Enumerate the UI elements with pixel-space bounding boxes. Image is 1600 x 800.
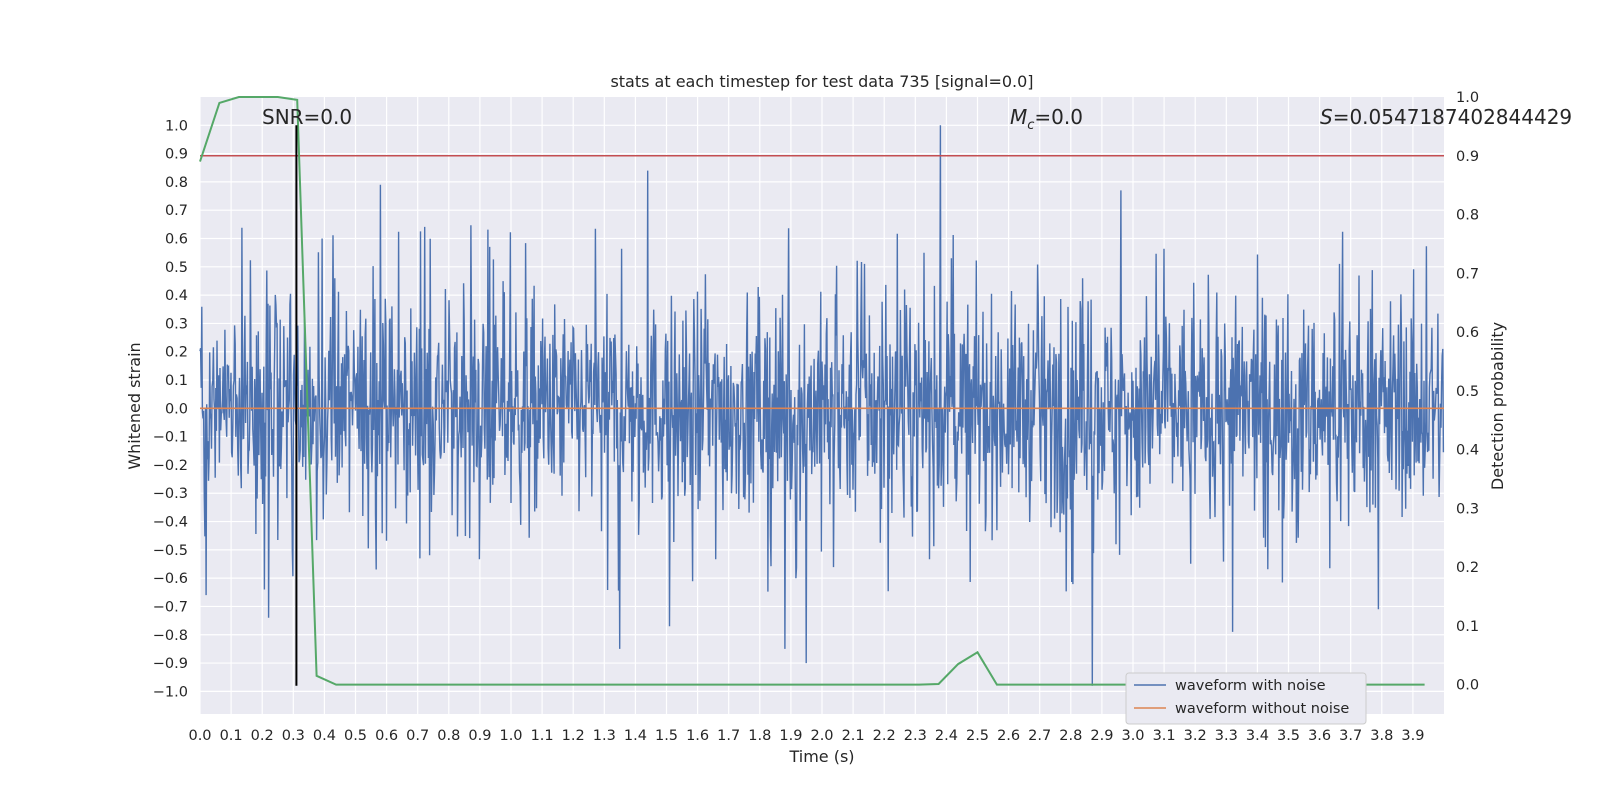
y-tick-label: −0.5	[153, 543, 188, 559]
y2-tick-label: 0.6	[1456, 325, 1479, 341]
y-tick-label: −0.7	[153, 599, 188, 615]
snr-annotation: SNR=0.0	[262, 105, 352, 129]
series-detection-probability	[199, 96, 1425, 686]
legend: waveform with noise waveform without noi…	[1125, 672, 1367, 725]
x-tick-label: 1.8	[748, 728, 771, 744]
y-tick-label: 0.3	[165, 316, 188, 332]
x-tick-label: 2.7	[1028, 728, 1051, 744]
ticks: 0.0 0.1 0.2 0.3 0.4 0.5 0.6 0.7 0.8 0.9 1.0 1.1 1.2 1…	[153, 90, 1479, 744]
series-layer	[199, 96, 1445, 686]
chart-title: stats at each timestep for test data 735…	[610, 72, 1033, 91]
y2-tick-label: 0.1	[1456, 619, 1479, 635]
x-tick-label: 1.4	[624, 728, 647, 744]
x-tick-label: 3.6	[1308, 728, 1331, 744]
x-tick-label: 1.3	[593, 728, 616, 744]
y-tick-label: 0.5	[165, 260, 188, 276]
y-tick-label: 0.4	[165, 288, 188, 304]
y2-axis-label: Detection probability	[1488, 322, 1507, 490]
y-tick-label: −0.9	[153, 656, 188, 672]
x-tick-label: 1.0	[499, 728, 522, 744]
y-tick-label: 0.7	[165, 203, 188, 219]
x-tick-label: 2.9	[1090, 728, 1113, 744]
x-tick-label: 3.8	[1370, 728, 1393, 744]
y-tick-label: −0.6	[153, 571, 188, 587]
y2-tick-label: 0.3	[1456, 501, 1479, 517]
legend-box	[1125, 672, 1367, 725]
x-tick-label: 3.5	[1277, 728, 1300, 744]
y-tick-label: −1.0	[153, 684, 188, 700]
mc-symbol: M	[1010, 105, 1027, 129]
y2-tick-label: 0.4	[1456, 443, 1479, 459]
x-tick-label: 0.5	[344, 728, 367, 744]
x-tick-label: 1.1	[531, 728, 554, 744]
mc-annotation: Mc=0.0	[1010, 105, 1083, 133]
x-tick-label: 1.7	[717, 728, 740, 744]
x-tick-label: 0.9	[468, 728, 491, 744]
x-axis-label: Time (s)	[788, 747, 854, 766]
y2-tick-label: 0.5	[1456, 384, 1479, 400]
x-tick-label: 2.1	[842, 728, 865, 744]
s-symbol: S	[1320, 105, 1333, 129]
y-tick-label: 1.0	[165, 118, 188, 134]
x-tick-label: 3.3	[1215, 728, 1238, 744]
y2-tick-label: 1.0	[1456, 90, 1479, 106]
y-tick-label: 0.1	[165, 373, 188, 389]
y2-tick-label: 0.7	[1456, 266, 1479, 282]
grid	[199, 97, 1444, 714]
y2-tick-label: 0.0	[1456, 678, 1479, 694]
x-tick-label: 3.9	[1401, 728, 1424, 744]
x-tick-label: 3.7	[1339, 728, 1362, 744]
y-tick-label: 0.8	[165, 175, 188, 191]
x-tick-label: 0.2	[251, 728, 274, 744]
y-tick-label: 0.9	[165, 147, 188, 163]
legend-label-noise: waveform with noise	[1175, 678, 1326, 694]
x-tick-label: 2.8	[1059, 728, 1082, 744]
x-tick-label: 3.2	[1184, 728, 1207, 744]
s-annotation: S=0.0547187402844429	[1320, 105, 1572, 129]
y2-tick-label: 0.2	[1456, 560, 1479, 576]
y2-tick-label: 0.8	[1456, 208, 1479, 224]
mc-value: =0.0	[1034, 105, 1083, 129]
x-tick-label: 3.4	[1246, 728, 1269, 744]
x-tick-label: 1.9	[779, 728, 802, 744]
x-tick-label: 0.1	[220, 728, 243, 744]
x-tick-label: 0.7	[406, 728, 429, 744]
x-tick-label: 2.6	[997, 728, 1020, 744]
x-tick-label: 1.6	[686, 728, 709, 744]
s-value: =0.0547187402844429	[1333, 105, 1572, 129]
x-tick-label: 0.0	[188, 728, 211, 744]
x-tick-label: 2.3	[904, 728, 927, 744]
x-tick-label: 0.6	[375, 728, 398, 744]
y2-tick-label: 0.9	[1456, 149, 1479, 165]
x-tick-label: 3.0	[1121, 728, 1144, 744]
x-tick-label: 2.5	[966, 728, 989, 744]
x-tick-label: 2.4	[935, 728, 958, 744]
x-tick-label: 2.0	[810, 728, 833, 744]
x-tick-label: 3.1	[1153, 728, 1176, 744]
y-tick-label: 0.6	[165, 232, 188, 248]
y-tick-label: −0.8	[153, 628, 188, 644]
x-tick-label: 2.2	[873, 728, 896, 744]
y-tick-label: −0.4	[153, 515, 188, 531]
y-tick-label: 0.2	[165, 345, 188, 361]
legend-label-clean: waveform without noise	[1175, 701, 1349, 717]
mc-subscript: c	[1027, 118, 1034, 133]
y-tick-label: −0.3	[153, 486, 188, 502]
y-tick-label: 0.0	[165, 401, 188, 417]
y-tick-label: −0.1	[153, 430, 188, 446]
x-tick-label: 1.2	[562, 728, 585, 744]
x-tick-label: 0.3	[282, 728, 305, 744]
y-axis-label: Whitened strain	[125, 342, 144, 469]
x-tick-label: 0.8	[437, 728, 460, 744]
x-tick-label: 0.4	[313, 728, 336, 744]
x-tick-label: 1.5	[655, 728, 678, 744]
y-tick-label: −0.2	[153, 458, 188, 474]
